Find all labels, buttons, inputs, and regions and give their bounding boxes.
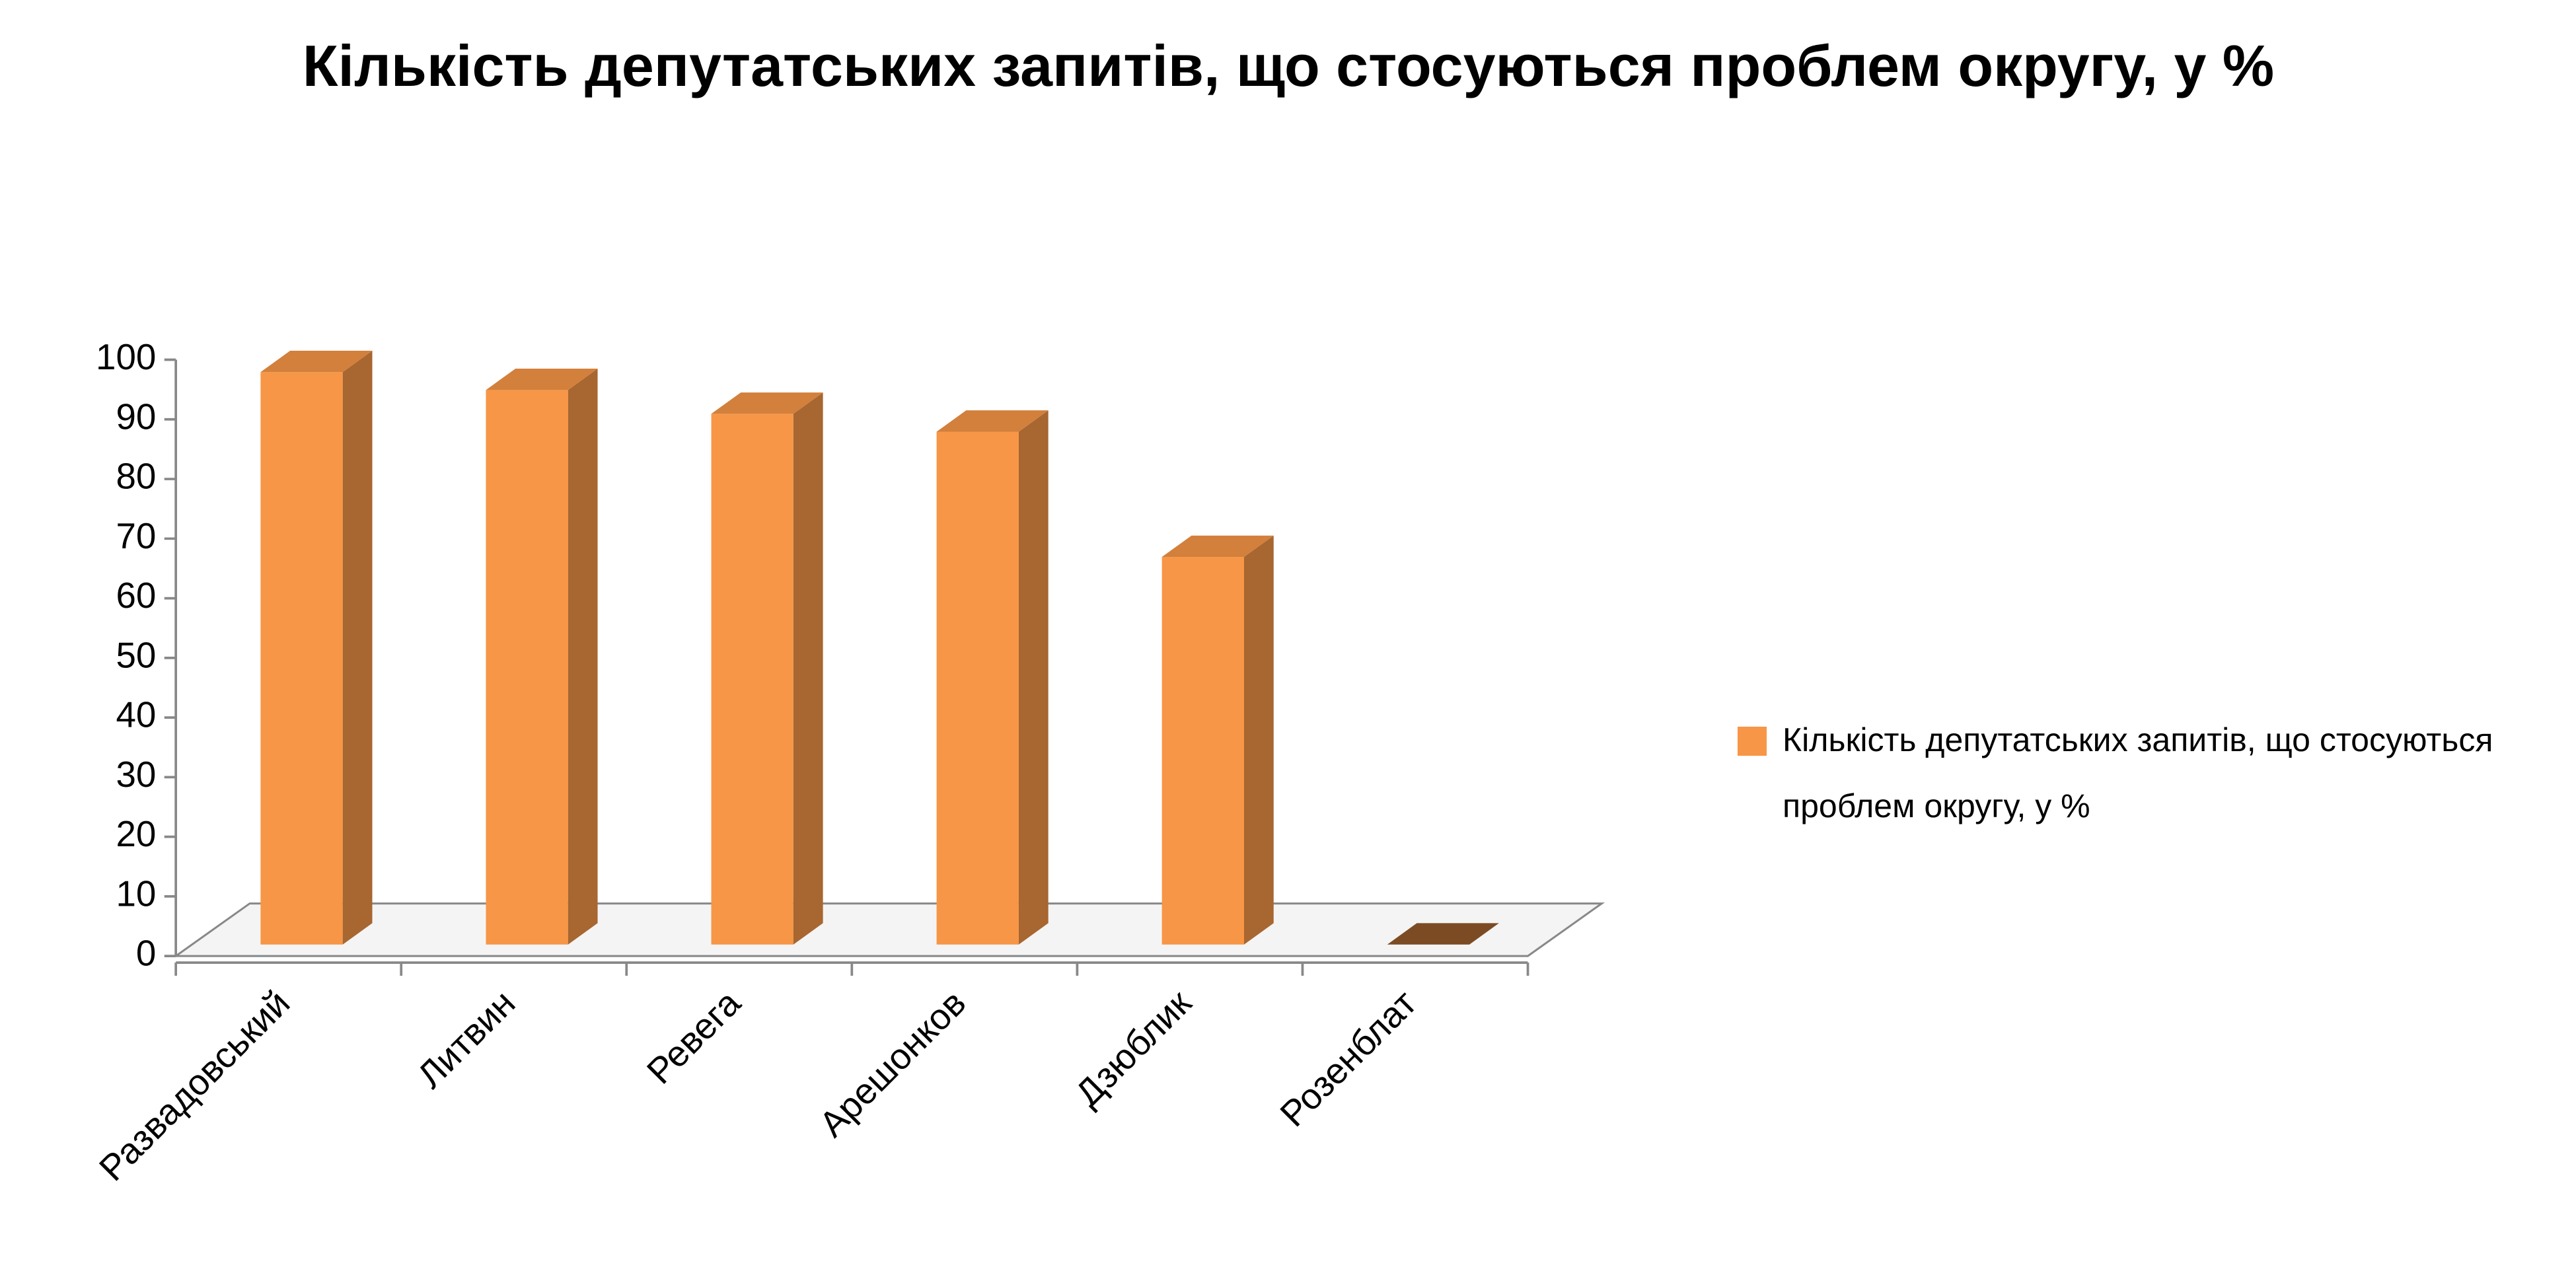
y-tick-label: 60 [116,575,156,616]
bar [1161,535,1274,945]
bar-top [1387,923,1499,945]
bar-side [1018,410,1049,945]
bar-side [1243,535,1274,945]
bar-top [711,392,823,414]
y-tick-label: 80 [116,456,156,497]
bar-side [342,350,373,945]
y-tick-label: 100 [96,336,156,377]
legend-key [1738,727,1767,756]
chart-title: Кількість депутатських запитів, що стосу… [302,33,2275,98]
legend-label: Кількість депутатських запитів, що стосу… [1783,721,2493,824]
bar [260,350,373,945]
x-tick-label: Развадовський [91,982,298,1189]
bar-top [936,410,1049,432]
bar [711,392,823,945]
bar [486,368,598,945]
y-tick-label: 30 [116,754,156,795]
x-tick-label: Арешонков [811,982,974,1145]
bar-front [936,431,1019,945]
bar-front [260,372,343,945]
y-tick-label: 10 [116,873,156,914]
bar-front [486,390,568,945]
y-tick-label: 90 [116,396,156,437]
bar-top [260,350,373,373]
x-tick-label: Дзюблик [1067,982,1199,1114]
bar-side [568,368,598,945]
bar-front [1161,557,1244,945]
y-tick-label: 0 [136,933,156,974]
bar-side [793,392,823,945]
y-tick-label: 70 [116,515,156,556]
bar-top [486,368,598,390]
bar [936,410,1049,945]
bar [1387,923,1499,945]
legend: Кількість депутатських запитів, що стосу… [1738,713,2517,839]
x-tick-label: Литвин [409,982,523,1096]
bar-top [1161,535,1274,558]
y-tick-label: 40 [116,694,156,735]
x-tick-label: Ревега [639,982,749,1091]
bar-front [711,414,793,945]
floor [172,902,1605,957]
x-tick-label: Розенблат [1272,982,1424,1135]
y-tick-label: 20 [116,813,156,854]
y-tick-label: 50 [116,634,156,675]
